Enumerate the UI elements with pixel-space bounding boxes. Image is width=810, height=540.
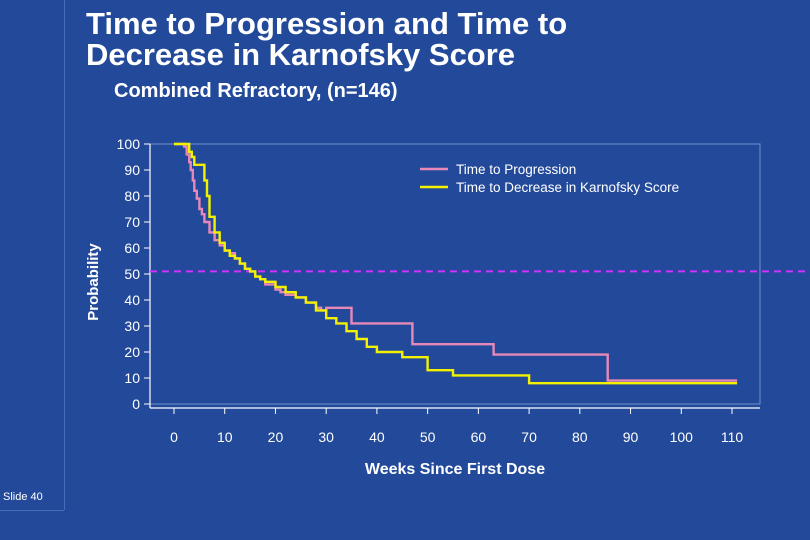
slide-subtitle: Combined Refractory, (n=146) <box>114 80 398 102</box>
axis-layer: 0 10 20 30 40 50 60 70 80 90 100 0 10 20 30 40 50 60 70 80 9… <box>117 136 744 445</box>
slide-title: Time to Progression and Time to Decrease… <box>86 8 706 70</box>
y-tick-label: 30 <box>124 318 140 334</box>
x-tick-label: 100 <box>670 429 694 445</box>
x-tick-label: 60 <box>471 429 487 445</box>
y-tick-label: 70 <box>124 214 140 230</box>
x-tick-label: 50 <box>420 429 436 445</box>
series-layer <box>174 142 738 385</box>
y-tick-label: 0 <box>132 396 140 412</box>
x-tick-label: 110 <box>721 429 744 445</box>
x-tick-label: 90 <box>623 429 639 445</box>
legend-label: Time to Progression <box>456 162 576 177</box>
x-tick-label: 70 <box>521 429 537 445</box>
legend-label: Time to Decrease in Karnofsky Score <box>456 180 679 195</box>
left-divider <box>64 0 65 510</box>
y-tick-label: 60 <box>124 240 140 256</box>
y-tick-label: 50 <box>124 266 140 282</box>
y-tick-label: 90 <box>124 162 140 178</box>
title-line-1: Time to Progression and Time to <box>86 6 568 41</box>
legend: Time to Progression Time to Decrease in K… <box>420 162 679 195</box>
x-axis-label: Weeks Since First Dose <box>365 461 545 478</box>
x-tick-label: 10 <box>217 429 233 445</box>
y-tick-label: 80 <box>124 188 140 204</box>
y-tick-label: 100 <box>117 136 141 152</box>
x-tick-label: 40 <box>369 429 385 445</box>
y-tick-label: 10 <box>124 370 140 386</box>
bottom-left-divider <box>0 510 64 511</box>
x-tick-label: 20 <box>268 429 284 445</box>
title-line-2: Decrease in Karnofsky Score <box>86 37 516 72</box>
x-tick-label: 80 <box>572 429 588 445</box>
y-tick-label: 20 <box>124 344 140 360</box>
slide-number: Slide 40 <box>3 491 43 503</box>
series-line-time-to-decrease-karnofsky <box>174 142 738 385</box>
y-tick-label: 40 <box>124 292 140 308</box>
x-tick-label: 0 <box>170 429 178 445</box>
x-tick-label: 30 <box>318 429 334 445</box>
y-axis-label: Probability <box>85 243 102 321</box>
